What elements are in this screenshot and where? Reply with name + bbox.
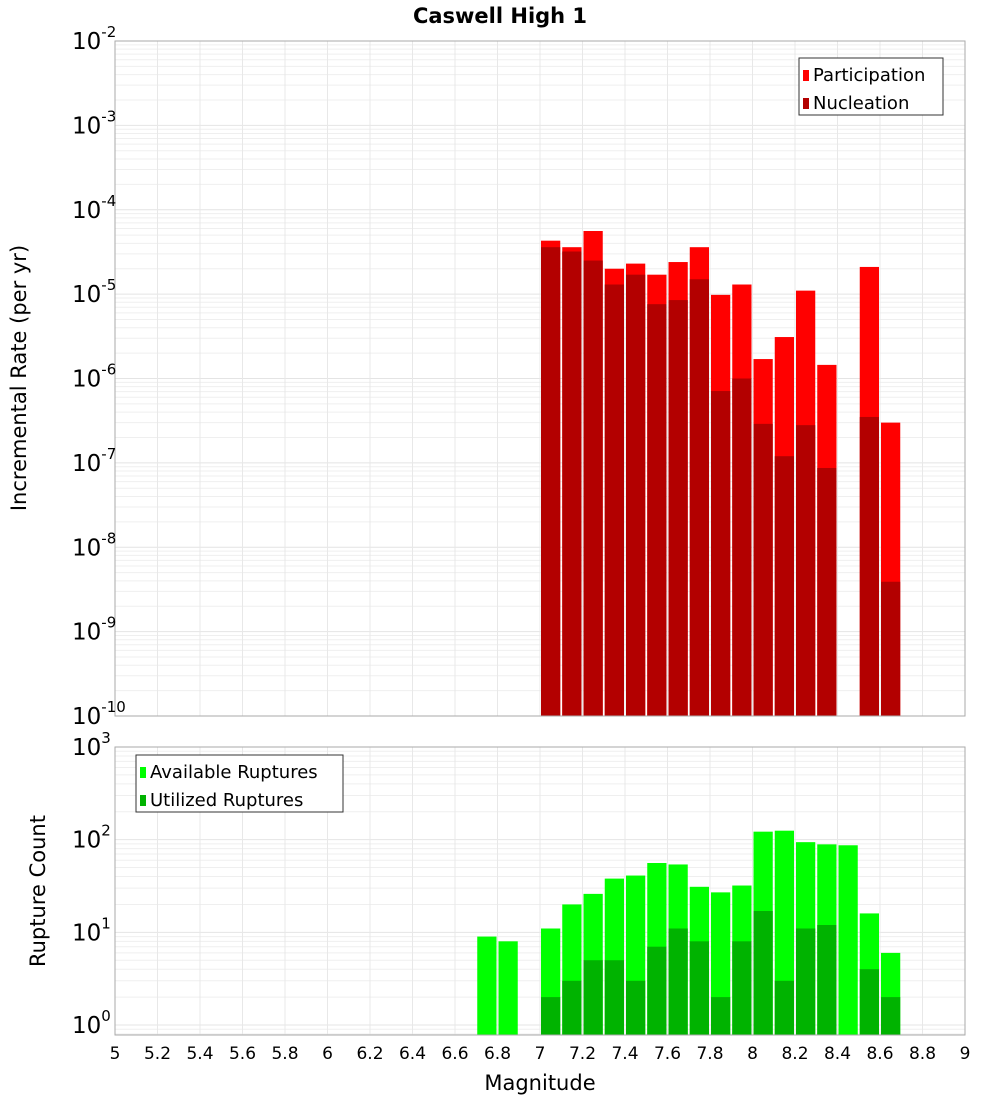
bar-nucleation: [817, 467, 837, 716]
y-tick-label: 102: [72, 822, 111, 854]
x-tick-label: 7.8: [696, 1044, 723, 1064]
x-tick-label: 7.4: [611, 1044, 638, 1064]
bar-utilized-ruptures: [541, 997, 561, 1035]
bar-utilized-ruptures: [859, 969, 879, 1035]
bar-utilized-ruptures: [774, 980, 794, 1035]
legend-box: [798, 57, 944, 116]
bar-utilized-ruptures: [796, 928, 816, 1035]
x-tick-label: 7.6: [654, 1044, 681, 1064]
x-tick-label: 8.8: [909, 1044, 936, 1064]
legend-label: Available Ruptures: [150, 762, 318, 783]
bar-utilized-ruptures: [626, 980, 646, 1035]
y-tick-label: 100: [72, 1007, 111, 1039]
bar-available-ruptures: [477, 936, 497, 1035]
bar-utilized-ruptures: [647, 946, 667, 1035]
y-tick-label: 10-4: [72, 192, 116, 224]
bar-nucleation: [689, 279, 709, 716]
x-tick-label: 6.8: [484, 1044, 511, 1064]
legend: Participation Nucleation: [798, 57, 944, 116]
y-tick-label: 10-3: [72, 107, 116, 139]
bar-utilized-ruptures: [562, 980, 582, 1035]
bar-utilized-ruptures: [668, 928, 688, 1035]
bar-utilized-ruptures: [753, 910, 773, 1035]
plot-frame: [114, 746, 966, 1036]
bar-nucleation: [774, 456, 794, 716]
x-tick-label: 6.4: [399, 1044, 426, 1064]
x-tick-label: 5.6: [229, 1044, 256, 1064]
x-tick-label: 8: [747, 1044, 758, 1064]
legend-swatch: [803, 70, 809, 81]
bar-available-ruptures: [498, 941, 518, 1035]
bottom-y-axis-label: Rupture Count: [26, 815, 50, 967]
bar-nucleation: [668, 300, 688, 716]
x-tick-label: 8.6: [866, 1044, 893, 1064]
x-tick-label: 5.2: [144, 1044, 171, 1064]
bar-nucleation: [711, 391, 731, 716]
bar-nucleation: [583, 260, 603, 716]
y-tick-label: 10-10: [72, 698, 126, 730]
x-tick-label: 6.2: [356, 1044, 383, 1064]
bar-nucleation: [732, 378, 752, 716]
y-tick-label: 10-5: [72, 276, 116, 308]
y-tick-label: 101: [72, 914, 111, 946]
x-tick-label: 6: [322, 1044, 333, 1064]
bar-nucleation: [626, 274, 646, 716]
bar-utilized-ruptures: [689, 941, 709, 1035]
y-tick-label: 10-9: [72, 614, 116, 646]
x-tick-label: 7: [535, 1044, 546, 1064]
legend-label: Participation: [813, 65, 925, 86]
bar-nucleation: [881, 581, 901, 716]
legend-swatch: [140, 795, 146, 806]
rupture-count-plot: 103 102 101 100 5 5.2 5.4 5.6 5.8 6 6.2 6.4 6.6 6.8 7 7…: [72, 729, 970, 1064]
bar-utilized-ruptures: [881, 997, 901, 1035]
bar-utilized-ruptures: [711, 997, 731, 1035]
legend-label: Utilized Ruptures: [150, 790, 303, 811]
plot-frame: [114, 40, 966, 717]
legend: Available Ruptures Utilized Ruptures: [135, 754, 344, 813]
x-tick-label: 8.4: [824, 1044, 851, 1064]
legend-item: Participation: [803, 65, 925, 86]
y-tick-label: 10-7: [72, 445, 116, 477]
chart-title: Caswell High 1: [413, 4, 587, 28]
bar-utilized-ruptures: [817, 924, 837, 1035]
legend-item: Utilized Ruptures: [140, 790, 303, 811]
legend-item: Nucleation: [803, 93, 909, 114]
bar-available-ruptures: [838, 845, 858, 1035]
bar-nucleation: [562, 251, 582, 716]
x-tick-label: 8.2: [781, 1044, 808, 1064]
bar-utilized-ruptures: [732, 941, 752, 1035]
x-axis-label: Magnitude: [484, 1071, 595, 1095]
legend-label: Nucleation: [813, 93, 909, 114]
legend-swatch: [140, 767, 146, 778]
bar-utilized-ruptures: [604, 960, 624, 1035]
x-tick-label: 5.8: [271, 1044, 298, 1064]
x-tick-label: 9: [960, 1044, 971, 1064]
bar-nucleation: [796, 425, 816, 716]
bar-utilized-ruptures: [583, 960, 603, 1035]
top-y-axis-label: Incremental Rate (per yr): [7, 245, 31, 511]
legend-box: [135, 754, 344, 813]
legend-item: Available Ruptures: [140, 762, 318, 783]
x-tick-label: 6.6: [441, 1044, 468, 1064]
x-tick-label: 7.2: [569, 1044, 596, 1064]
y-tick-label: 10-6: [72, 361, 116, 393]
rate-plot: 10-2 10-3 10-4 10-5 10-6 10-7 10-8 10-9 10-10 Par…: [72, 23, 966, 730]
bar-nucleation: [604, 284, 624, 716]
bar-nucleation: [753, 423, 773, 716]
bar-nucleation: [647, 304, 667, 716]
y-tick-label: 103: [72, 729, 111, 761]
bar-nucleation: [541, 247, 561, 716]
x-tick-label: 5.4: [186, 1044, 213, 1064]
bar-nucleation: [859, 416, 879, 716]
x-tick-label: 5: [110, 1044, 121, 1064]
legend-swatch: [803, 98, 809, 109]
y-tick-label: 10-8: [72, 529, 116, 561]
y-tick-label: 10-2: [72, 23, 116, 55]
